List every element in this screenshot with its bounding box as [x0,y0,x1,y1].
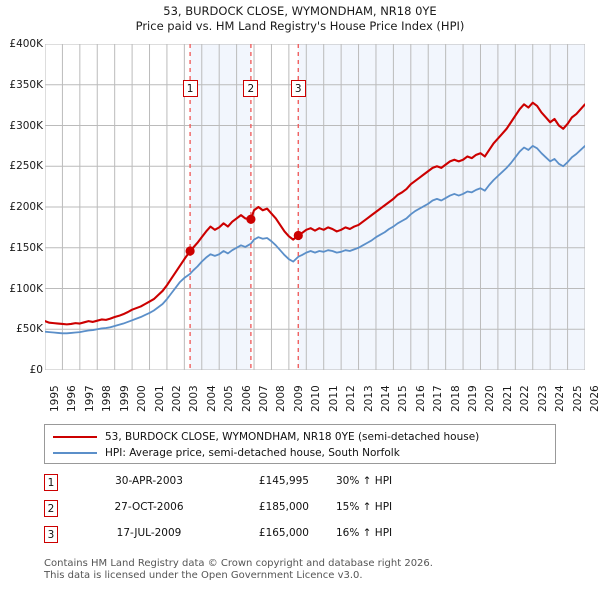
x-tick-label: 2021 [501,385,514,412]
transaction-badge-2[interactable]: 2 [44,500,58,517]
transaction-hpi-delta: 30% ↑ HPI [336,475,393,487]
x-tick-label: 2015 [397,385,410,412]
x-tick-label: 2011 [327,385,340,412]
chart-plot-area: 1 2 3 [45,44,585,370]
x-tick-label: 1995 [49,385,61,412]
x-tick-label: 1997 [83,385,96,412]
y-tick-label: £50K [16,323,43,336]
x-tick-label: 2010 [310,385,323,412]
transaction-price: £185,000 [258,501,309,513]
legend-color-swatch [53,436,97,438]
table-row: 2 27-OCT-2006 £185,000 15% ↑ HPI [44,498,464,524]
transaction-date: 27-OCT-2006 [114,501,184,513]
transaction-hpi-delta: 15% ↑ HPI [336,501,393,513]
x-tick-label: 2013 [362,385,375,412]
footer-line-1: Contains HM Land Registry data © Crown c… [44,558,433,569]
x-tick-label: 2009 [292,385,305,412]
x-tick-label: 2004 [205,385,218,412]
x-tick-label: 2019 [467,385,480,412]
x-tick-label: 2000 [136,385,149,412]
plot-marker-badge-3[interactable]: 3 [290,80,306,97]
legend-item-hpi: HPI: Average price, semi-detached house,… [45,445,555,461]
legend-label: HPI: Average price, semi-detached house,… [105,447,400,459]
y-tick-label: £350K [9,78,43,91]
x-tick-label: 2001 [153,385,166,412]
x-tick-label: 2018 [449,385,462,412]
x-tick-label: 2016 [414,385,427,412]
series-line-property [45,101,585,326]
sale-point-2[interactable] [246,214,256,224]
y-tick-label: £150K [9,241,43,254]
transaction-price: £145,995 [258,475,309,487]
x-tick-label: 2012 [345,385,358,412]
chart-subtitle: Price paid vs. HM Land Registry's House … [135,19,465,33]
plot-marker-badge-2[interactable]: 2 [243,80,259,97]
transaction-badge-3[interactable]: 3 [44,526,58,543]
x-tick-label: 2025 [571,385,584,412]
x-tick-label: 2006 [240,385,253,412]
page-title: 53, BURDOCK CLOSE, WYMONDHAM, NR18 0YE P… [0,4,600,34]
chart-legend: 53, BURDOCK CLOSE, WYMONDHAM, NR18 0YE (… [44,424,556,464]
sale-point-3[interactable] [293,230,303,241]
y-tick-label: £400K [9,38,43,50]
x-tick-label: 2024 [554,385,567,412]
x-tick-label: 2008 [275,385,288,412]
y-axis: £0 £50K £100K £150K £200K £250K £300K £350K £400… [0,38,43,376]
x-tick-label: 2017 [432,385,445,412]
legend-label: 53, BURDOCK CLOSE, WYMONDHAM, NR18 0YE (… [105,431,480,443]
x-tick-label: 1999 [118,385,131,412]
x-tick-label: 1996 [66,385,79,412]
x-tick-label: 2026 [589,385,600,412]
legend-item-property: 53, BURDOCK CLOSE, WYMONDHAM, NR18 0YE (… [45,429,555,445]
series-line-hpi [45,144,585,335]
transaction-badge-1[interactable]: 1 [44,474,58,491]
x-tick-label: 2005 [223,385,236,412]
legend-color-swatch [53,452,97,454]
y-tick-label: £300K [9,119,43,132]
transactions-table: 1 30-APR-2003 £145,995 30% ↑ HPI 2 27-OCT-200… [44,472,464,550]
price-history-line-chart [45,44,585,370]
y-tick-label: £100K [9,282,43,295]
y-tick-label: £250K [9,160,43,173]
x-tick-label: 2022 [519,385,532,412]
transaction-date: 17-JUL-2009 [116,527,182,539]
x-tick-label: 1998 [101,385,114,412]
table-row: 3 17-JUL-2009 £165,000 16% ↑ HPI [44,524,464,550]
x-tick-label: 2020 [484,385,497,412]
transaction-date: 30-APR-2003 [115,475,183,487]
table-row: 1 30-APR-2003 £145,995 30% ↑ HPI [44,472,464,498]
transaction-price: £165,000 [258,527,309,539]
x-tick-label: 2014 [379,385,392,412]
x-tick-label: 2002 [170,385,183,412]
footer-line-2: This data is licensed under the Open Gov… [44,570,363,581]
chart-title: 53, BURDOCK CLOSE, WYMONDHAM, NR18 0YE [163,4,437,18]
transaction-hpi-delta: 16% ↑ HPI [336,527,393,539]
x-tick-label: 2023 [536,385,549,412]
x-axis: 1995 1996 1997 1998 1999 2000 2001 2002 2003 2004… [45,372,600,416]
sale-point-1[interactable] [185,246,195,256]
x-tick-label: 2007 [258,385,271,412]
y-tick-label: £0 [29,364,43,376]
x-tick-label: 2003 [188,385,201,412]
y-tick-label: £200K [9,201,43,213]
attribution-footer: Contains HM Land Registry data © Crown c… [44,558,564,582]
plot-marker-badge-1[interactable]: 1 [182,80,198,97]
